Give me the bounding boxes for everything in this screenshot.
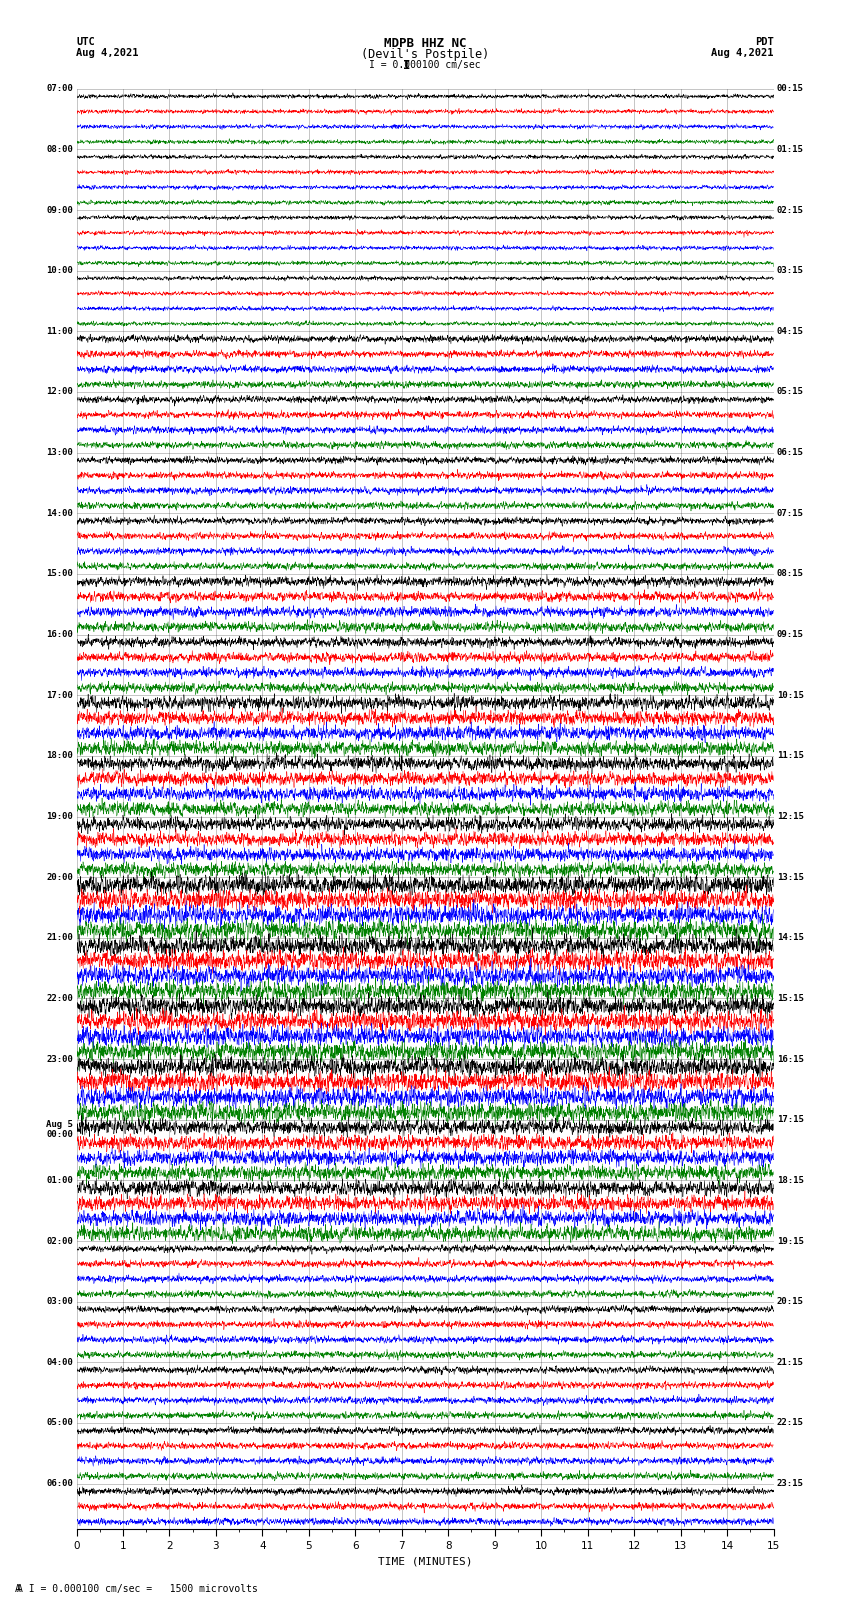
Text: 12:15: 12:15 [777, 811, 804, 821]
Text: 16:00: 16:00 [46, 631, 73, 639]
Text: I: I [403, 58, 410, 73]
Text: 05:15: 05:15 [777, 387, 804, 397]
Text: 13:15: 13:15 [777, 873, 804, 882]
Text: 14:00: 14:00 [46, 508, 73, 518]
Text: 01:00: 01:00 [46, 1176, 73, 1186]
Text: 02:00: 02:00 [46, 1237, 73, 1245]
Text: 00:15: 00:15 [777, 84, 804, 94]
Text: 12:00: 12:00 [46, 387, 73, 397]
Text: 11:15: 11:15 [777, 752, 804, 760]
Text: 22:00: 22:00 [46, 994, 73, 1003]
Text: 13:00: 13:00 [46, 448, 73, 456]
Text: 04:00: 04:00 [46, 1358, 73, 1366]
Text: 03:15: 03:15 [777, 266, 804, 276]
Text: 16:15: 16:15 [777, 1055, 804, 1063]
Text: A: A [15, 1584, 21, 1594]
Text: MDPB HHZ NC: MDPB HHZ NC [383, 37, 467, 50]
Text: 20:00: 20:00 [46, 873, 73, 882]
Text: PDT: PDT [755, 37, 774, 47]
Text: I = 0.000100 cm/sec: I = 0.000100 cm/sec [369, 60, 481, 69]
Text: 23:00: 23:00 [46, 1055, 73, 1063]
Text: 21:15: 21:15 [777, 1358, 804, 1366]
Text: 23:15: 23:15 [777, 1479, 804, 1489]
Text: (Devil's Postpile): (Devil's Postpile) [361, 48, 489, 61]
Text: 15:15: 15:15 [777, 994, 804, 1003]
Text: 20:15: 20:15 [777, 1297, 804, 1307]
Text: UTC: UTC [76, 37, 95, 47]
Text: 08:00: 08:00 [46, 145, 73, 153]
Text: 07:15: 07:15 [777, 508, 804, 518]
Text: 00:00: 00:00 [46, 1131, 73, 1139]
Text: 11:00: 11:00 [46, 327, 73, 336]
Text: 03:00: 03:00 [46, 1297, 73, 1307]
Text: Aug 5: Aug 5 [46, 1119, 73, 1129]
Text: A I = 0.000100 cm/sec =   1500 microvolts: A I = 0.000100 cm/sec = 1500 microvolts [17, 1584, 258, 1594]
Text: 10:00: 10:00 [46, 266, 73, 276]
Text: 19:00: 19:00 [46, 811, 73, 821]
Text: 05:00: 05:00 [46, 1418, 73, 1428]
Text: 08:15: 08:15 [777, 569, 804, 579]
Text: 18:00: 18:00 [46, 752, 73, 760]
Text: 09:15: 09:15 [777, 631, 804, 639]
Text: 06:15: 06:15 [777, 448, 804, 456]
Text: 18:15: 18:15 [777, 1176, 804, 1186]
Text: 06:00: 06:00 [46, 1479, 73, 1489]
Text: 02:15: 02:15 [777, 205, 804, 215]
Text: 15:00: 15:00 [46, 569, 73, 579]
Text: 17:15: 17:15 [777, 1115, 804, 1124]
Text: Aug 4,2021: Aug 4,2021 [76, 48, 139, 58]
Text: 04:15: 04:15 [777, 327, 804, 336]
Text: Aug 4,2021: Aug 4,2021 [711, 48, 774, 58]
Text: 17:00: 17:00 [46, 690, 73, 700]
X-axis label: TIME (MINUTES): TIME (MINUTES) [377, 1557, 473, 1566]
Text: 19:15: 19:15 [777, 1237, 804, 1245]
Text: 07:00: 07:00 [46, 84, 73, 94]
Text: 21:00: 21:00 [46, 934, 73, 942]
Text: 10:15: 10:15 [777, 690, 804, 700]
Text: 14:15: 14:15 [777, 934, 804, 942]
Text: 01:15: 01:15 [777, 145, 804, 153]
Text: 09:00: 09:00 [46, 205, 73, 215]
Text: 22:15: 22:15 [777, 1418, 804, 1428]
